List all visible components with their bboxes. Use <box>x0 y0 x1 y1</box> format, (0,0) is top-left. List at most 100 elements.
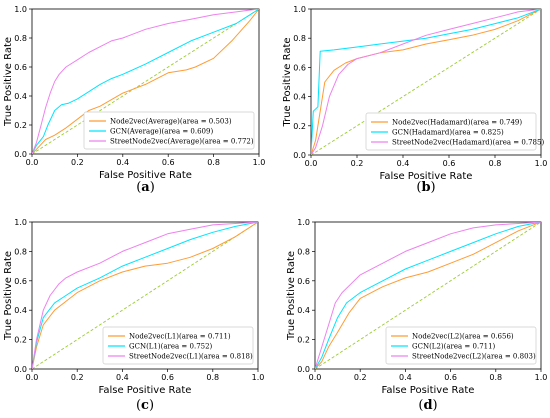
x-tick-label: 0.6 <box>161 373 174 382</box>
y-tick-label: 0.6 <box>297 277 310 286</box>
y-tick-label: 0.0 <box>14 365 27 374</box>
x-tick-label: 0.6 <box>443 159 456 168</box>
roc-panel-d: 0.0 0.2 0.4 0.6 0.8 1.0 0.0 0.2 0.4 0.6 0.8 1.0 Fals… <box>286 218 547 413</box>
x-tick-label: 0.8 <box>489 159 502 168</box>
roc-panel-c: 0.0 0.2 0.4 0.6 0.8 1.0 0.0 0.2 0.4 0.6 0.8 1.0 Fals… <box>3 218 264 413</box>
x-tick-label: 0.4 <box>397 159 410 168</box>
roc-series-line <box>315 222 541 369</box>
x-tick-label: 0.2 <box>354 373 367 382</box>
subfigure-label: (c) <box>136 398 154 413</box>
x-tick-label: 0.4 <box>116 373 129 382</box>
x-tick-label: 0.4 <box>116 158 129 167</box>
subfigure-label: (b) <box>416 180 435 195</box>
legend-entry: StreetNode2vec(Average)(area = 0.772) <box>110 138 254 146</box>
y-tick-label: 1.0 <box>293 5 306 14</box>
y-tick-label: 0.6 <box>14 63 27 72</box>
y-tick-label: 1.0 <box>14 218 27 227</box>
legend-entry: Node2vec(L1)(area = 0.711) <box>129 333 231 341</box>
y-tick-label: 0.8 <box>293 34 306 43</box>
legend: Node2vec(L1)(area = 0.711) GCN(L1)(area =… <box>102 326 254 365</box>
plot-frame <box>31 8 260 155</box>
y-tick-label: 0.2 <box>14 336 27 345</box>
x-tick-label: 0.6 <box>162 158 175 167</box>
legend: Node2vec(Hadamard)(area = 0.749) GCN(Hada… <box>365 112 544 151</box>
baseline-diagonal <box>311 9 541 155</box>
legend-entry: StreetNode2vec(L1)(area = 0.818) <box>129 353 253 361</box>
y-tick-label: 0.6 <box>293 63 306 72</box>
subfigure-label: (a) <box>136 180 155 195</box>
legend-entry: GCN(Average)(area = 0.609) <box>110 128 213 136</box>
roc-series-line <box>32 222 258 369</box>
legend-entry: StreetNode2vec(Hadamard)(area = 0.785) <box>392 139 544 147</box>
x-tick-label: 1.0 <box>253 158 266 167</box>
plot-frame <box>31 221 259 370</box>
x-tick-label: 0.0 <box>309 373 322 382</box>
roc-series-line <box>311 9 541 155</box>
y-tick-label: 0.0 <box>293 151 306 160</box>
y-axis-label: True Positive Rate <box>3 37 14 127</box>
x-tick-label: 0.0 <box>305 159 318 168</box>
x-tick-label: 0.2 <box>71 373 84 382</box>
y-tick-label: 0.2 <box>14 121 27 130</box>
y-tick-label: 0.8 <box>14 247 27 256</box>
roc-series-line <box>311 9 541 155</box>
y-tick-label: 0.8 <box>14 34 27 43</box>
y-tick-label: 0.8 <box>297 247 310 256</box>
legend-entry: Node2vec(Hadamard)(area = 0.749) <box>392 119 522 127</box>
y-tick-label: 1.0 <box>297 218 310 227</box>
roc-panel-b: 0.0 0.2 0.4 0.6 0.8 1.0 0.0 0.2 0.4 0.6 0.8 1.0 Fals… <box>282 5 547 195</box>
y-tick-label: 0.4 <box>14 306 27 315</box>
legend-entry: GCN(Hadamard)(area = 0.825) <box>392 129 504 137</box>
x-tick-label: 1.0 <box>252 373 265 382</box>
roc-series-line <box>315 222 541 369</box>
legend-entry: StreetNode2vec(L2)(area = 0.803) <box>412 353 536 361</box>
legend-box <box>385 326 537 365</box>
x-axis-label: False Positive Rate <box>99 170 192 181</box>
x-tick-label: 0.8 <box>207 158 220 167</box>
x-tick-label: 0.8 <box>206 373 219 382</box>
legend-box <box>102 326 254 365</box>
x-tick-label: 0.2 <box>351 159 364 168</box>
y-tick-label: 0.2 <box>293 122 306 131</box>
roc-panel-a: 0.0 0.2 0.4 0.6 0.8 1.0 0.0 0.2 0.4 0.6 0.8 1.0 Fals… <box>3 5 265 195</box>
y-tick-label: 0.4 <box>14 92 27 101</box>
roc-series-line <box>32 9 259 154</box>
x-axis-label: False Positive Rate <box>380 171 473 182</box>
legend-entry: GCN(L2)(area = 0.711) <box>412 343 496 351</box>
y-tick-label: 0.0 <box>14 150 27 159</box>
x-axis-label: False Positive Rate <box>99 385 192 396</box>
x-tick-label: 0.0 <box>26 158 39 167</box>
y-tick-label: 0.4 <box>293 93 306 102</box>
legend-box <box>365 112 537 151</box>
y-tick-label: 0.6 <box>14 277 27 286</box>
roc-series-line <box>32 222 258 369</box>
roc-series-line <box>32 222 258 369</box>
y-axis-label: True Positive Rate <box>286 251 297 341</box>
x-tick-label: 1.0 <box>535 373 548 382</box>
x-tick-label: 1.0 <box>535 159 548 168</box>
legend-entry: Node2vec(L2)(area = 0.656) <box>412 333 514 341</box>
x-tick-label: 0.4 <box>399 373 412 382</box>
plot-frame <box>314 221 542 370</box>
x-tick-label: 0.6 <box>444 373 457 382</box>
legend-box <box>83 111 255 150</box>
subfigure-label: (d) <box>418 398 437 413</box>
y-axis-label: True Positive Rate <box>3 251 14 341</box>
legend: Node2vec(Average)(area = 0.503) GCN(Avera… <box>83 111 255 150</box>
legend: Node2vec(L2)(area = 0.656) GCN(L2)(area =… <box>385 326 537 365</box>
x-tick-label: 0.8 <box>489 373 502 382</box>
legend-entry: GCN(L1)(area = 0.752) <box>129 343 213 351</box>
x-tick-label: 0.2 <box>71 158 84 167</box>
y-tick-label: 0.2 <box>297 336 310 345</box>
y-tick-label: 0.0 <box>297 365 310 374</box>
roc-series-line <box>315 222 541 369</box>
plot-frame <box>310 8 542 156</box>
x-tick-label: 0.0 <box>26 373 39 382</box>
x-axis-label: False Positive Rate <box>382 385 475 396</box>
y-tick-label: 1.0 <box>14 5 27 14</box>
legend-entry: Node2vec(Average)(area = 0.503) <box>110 118 232 126</box>
y-axis-label: True Positive Rate <box>282 37 293 127</box>
roc-series-line <box>32 9 259 154</box>
roc-series-line <box>32 9 259 154</box>
